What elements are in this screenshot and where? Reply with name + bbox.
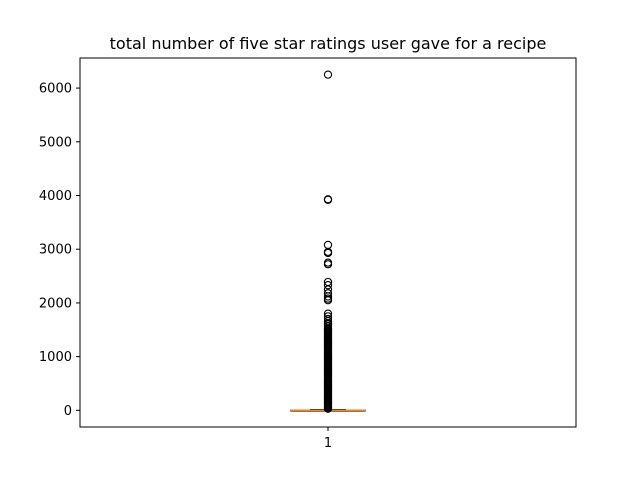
outlier-point [323,195,333,204]
axes-frame [79,57,577,428]
outlier-point [323,324,333,333]
y-tick-label: 6000 [39,82,72,97]
y-tick-label: 5000 [39,135,72,150]
plot-area [76,70,366,431]
y-tick-label: 2000 [39,296,72,311]
y-tick-label: 0 [64,404,72,419]
outlier-point [323,296,333,305]
y-tick-label: 1000 [39,350,72,365]
outlier-point [323,70,333,79]
x-tick-label: 1 [324,436,332,451]
outlier-point [323,281,333,290]
outlier-point [323,248,333,258]
outlier-point [323,260,333,269]
y-tick-label: 4000 [39,189,72,204]
outlier-point [323,240,333,250]
outlier-point [323,292,333,301]
y-tick-label: 3000 [39,243,72,258]
chart-title: total number of five star ratings user g… [110,34,547,53]
